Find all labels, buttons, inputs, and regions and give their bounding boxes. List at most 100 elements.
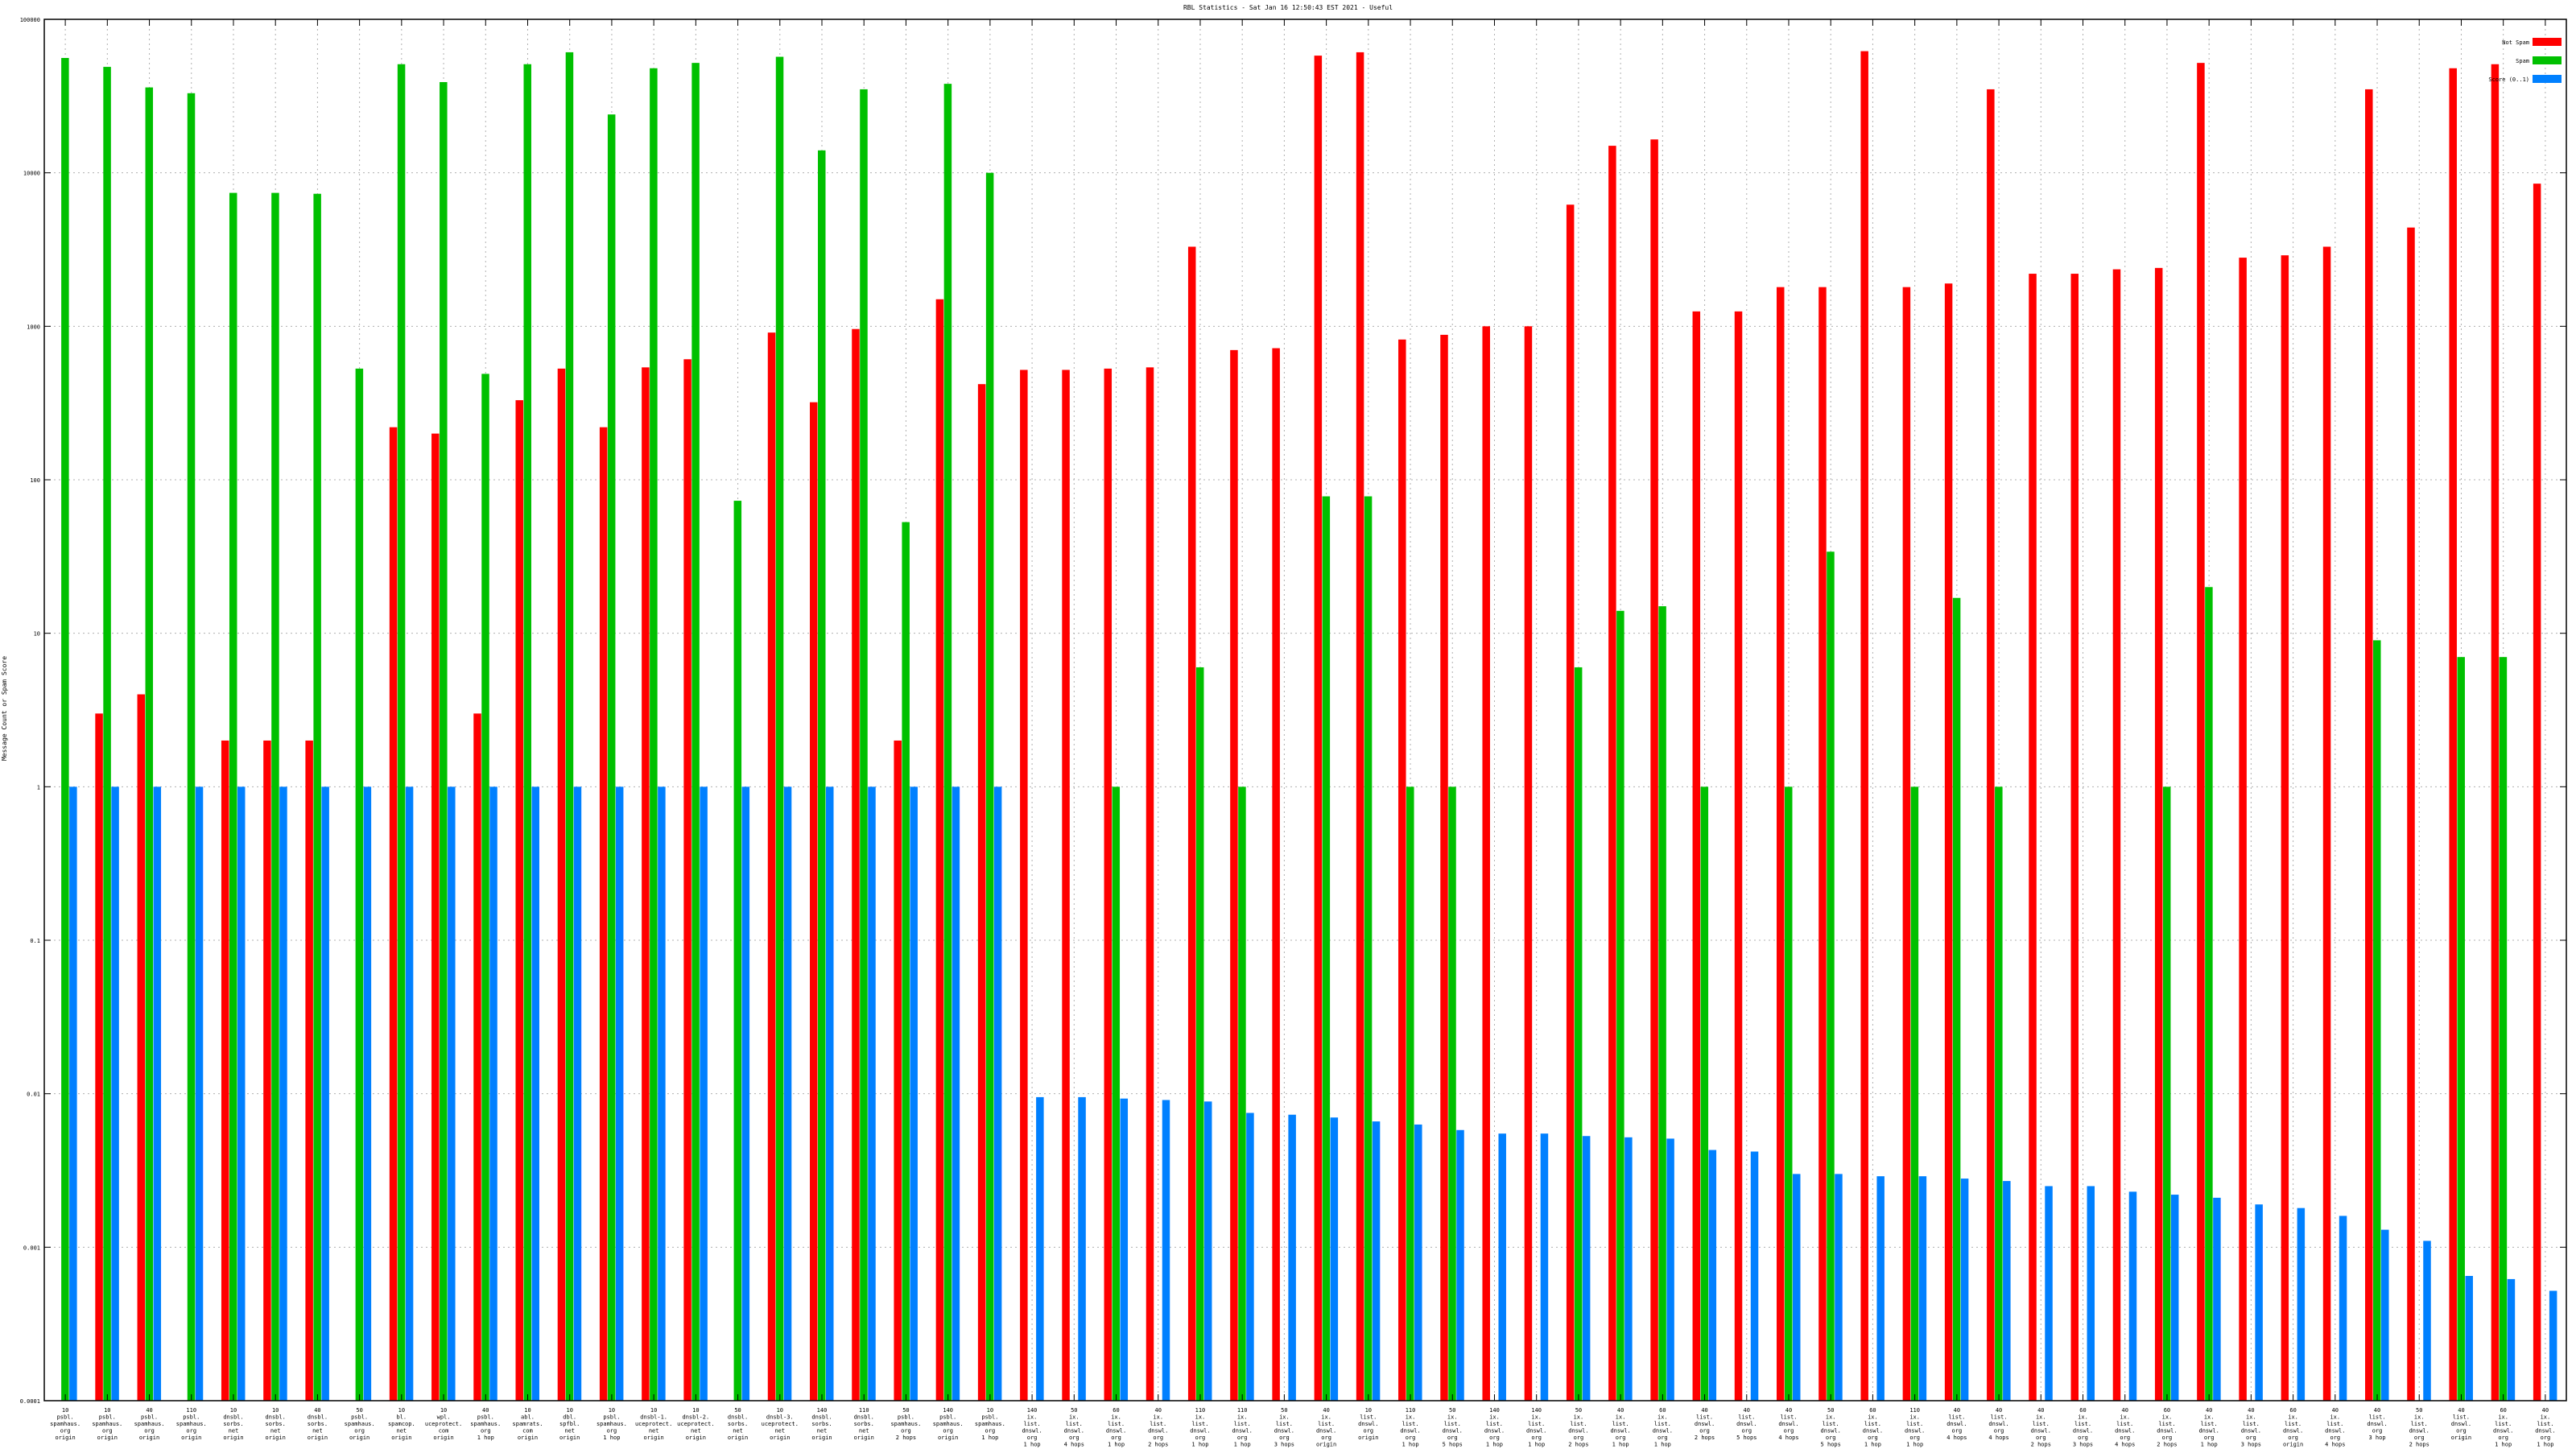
- bar-not-spam: [2449, 68, 2457, 1402]
- bar-score-0-1: [1708, 1150, 1717, 1401]
- bar-score-0-1: [2170, 1195, 2179, 1401]
- bar-spam: [2205, 587, 2213, 1401]
- y-axis-ticks: 100000 10000 1000 100 10 1 0.1 0.01 0.001 0.0001: [20, 17, 2566, 1405]
- bar-not-spam: [1776, 287, 1785, 1401]
- x-tick-label: 50 ix. list. dnswl. org 5 hops: [1443, 1407, 1463, 1448]
- bar-score-0-1: [2339, 1216, 2347, 1401]
- x-tick-label: 40 ix. list. dnswl. org 4 hops: [2115, 1407, 2135, 1448]
- bar-spam: [1406, 786, 1414, 1401]
- bar-score-0-1: [111, 786, 119, 1401]
- bar-score-0-1: [1960, 1179, 1969, 1401]
- bar-not-spam: [1356, 52, 1364, 1402]
- bar-spam: [1827, 551, 1835, 1402]
- x-tick-label: 10 dnsbl. sorbs. net origin: [223, 1407, 243, 1441]
- bar-not-spam: [473, 713, 481, 1401]
- x-tick-label: 40 ix. list. dnswl. org 3 hops: [2241, 1407, 2261, 1448]
- x-tick-label: 50 ix. list. dnswl. org 3 hops: [1274, 1407, 1294, 1448]
- bar-spam: [1616, 610, 1624, 1401]
- x-tick-label: 140 ix. list. dnswl. org 1 hop: [1484, 1407, 1505, 1448]
- bar-score-0-1: [1330, 1117, 1339, 1401]
- x-tick-label: 50 dnsbl. sorbs. net origin: [728, 1407, 748, 1441]
- bar-not-spam: [1146, 367, 1154, 1401]
- bar-score-0-1: [448, 786, 456, 1401]
- bar-spam: [818, 150, 826, 1401]
- bar-not-spam: [1272, 348, 1280, 1401]
- bar-score-0-1: [2045, 1186, 2053, 1401]
- bar-not-spam: [894, 740, 902, 1401]
- x-tick-label: 110 ix. list. dnswl. org 1 hop: [1232, 1407, 1253, 1448]
- bar-spam: [943, 84, 952, 1402]
- y-tick-label: 10: [34, 631, 40, 638]
- bar-not-spam: [2029, 274, 2037, 1402]
- bar-not-spam: [2322, 246, 2331, 1402]
- bar-not-spam: [599, 427, 608, 1401]
- x-tick-label: 60 ix. list. dnswl. org 3 hops: [2073, 1407, 2093, 1448]
- bar-score-0-1: [1918, 1176, 1927, 1401]
- y-tick-label: 10000: [23, 171, 40, 177]
- x-tick-label: 40 ix. list. dnswl. org 1 hop: [2199, 1407, 2219, 1448]
- bar-not-spam: [1650, 139, 1658, 1402]
- bar-not-spam: [1062, 369, 1070, 1401]
- bar-score-0-1: [1078, 1096, 1086, 1401]
- x-tick-label: 40 ix. list. dnswl. org 1 hop: [1610, 1407, 1630, 1448]
- bar-score-0-1: [2465, 1276, 2473, 1401]
- x-tick-label: 140 dnsbl. sorbs. net origin: [811, 1407, 832, 1441]
- bar-score-0-1: [615, 786, 624, 1401]
- x-tick-label: 60 ix. list. dnswl. org origin: [2283, 1407, 2303, 1448]
- bar-not-spam: [977, 384, 986, 1402]
- x-tick-label: 40 ix. list. dnswl. org 2 hops: [2031, 1407, 2051, 1448]
- bar-spam: [355, 368, 364, 1401]
- bar-spam: [103, 67, 111, 1401]
- x-tick-label: 40 psbl. spamhaus. org origin: [134, 1407, 165, 1441]
- bar-not-spam: [1020, 369, 1028, 1401]
- y-tick-label: 1: [37, 784, 40, 791]
- y-axis-label: Message Count or Spam Score: [1, 656, 8, 761]
- bar-score-0-1: [2381, 1229, 2389, 1401]
- x-tick-label: 110 dnsbl. sorbs. net origin: [854, 1407, 874, 1441]
- bar-not-spam: [95, 713, 103, 1401]
- bar-score-0-1: [868, 786, 876, 1401]
- bar-not-spam: [2154, 267, 2163, 1401]
- y-tick-label: 0.001: [23, 1245, 40, 1251]
- x-tick-label: 10 dnsbl-1. uceprotect. net origin: [635, 1407, 672, 1441]
- bar-score-0-1: [826, 786, 834, 1401]
- x-tick-label: 50 psbl. spamhaus. org 2 hops: [890, 1407, 921, 1441]
- bar-not-spam: [305, 740, 313, 1401]
- x-tick-label: 10 dbl. spfbl. net origin: [559, 1407, 580, 1441]
- x-tick-label: 110 ix. list. dnswl. org 1 hop: [1190, 1407, 1210, 1448]
- bar-spam: [860, 89, 868, 1401]
- bar-not-spam: [1987, 89, 1995, 1401]
- bar-spam: [1112, 786, 1121, 1401]
- bar-score-0-1: [69, 786, 77, 1401]
- x-tick-label: 40 ix. list. dnswl. org origin: [1316, 1407, 1336, 1448]
- y-tick-label: 0.0001: [20, 1398, 40, 1405]
- bar-spam: [2162, 786, 2171, 1401]
- plot-frame: [43, 19, 2567, 1402]
- bar-spam: [2457, 657, 2465, 1401]
- bar-score-0-1: [153, 786, 162, 1401]
- bar-score-0-1: [2549, 1290, 2557, 1401]
- bar-not-spam: [1818, 287, 1827, 1401]
- x-tick-label: 50 ix. list. dnswl. org 2 hops: [1568, 1407, 1588, 1448]
- bar-spam: [61, 58, 69, 1401]
- x-tick-label: 110 ix. list. dnswl. org 1 hop: [1400, 1407, 1420, 1448]
- legend-label: Score (0..1): [2488, 76, 2529, 83]
- bar-not-spam: [642, 367, 650, 1401]
- bar-spam: [1364, 496, 1373, 1401]
- bar-not-spam: [2070, 274, 2079, 1402]
- bar-not-spam: [683, 359, 691, 1401]
- bar-spam: [1322, 496, 1331, 1401]
- bar-not-spam: [263, 740, 271, 1401]
- y-tick-label: 0.1: [30, 938, 40, 944]
- bar-score-0-1: [1750, 1151, 1759, 1401]
- bar-not-spam: [2365, 89, 2373, 1401]
- bar-score-0-1: [405, 786, 414, 1401]
- bar-spam: [1574, 667, 1583, 1401]
- x-tick-label: 60 ix. list. dnswl. org 1 hop: [1653, 1407, 1673, 1448]
- x-tick-label: 40 list. dnswl. org 4 hops: [1778, 1407, 1798, 1441]
- legend-label: Spam: [2516, 58, 2529, 64]
- legend: Not Spam Spam Score (0..1): [2488, 38, 2562, 83]
- bar-score-0-1: [195, 786, 204, 1401]
- x-tick-label: 10 psbl. spamhaus. org 1 hop: [975, 1407, 1005, 1441]
- x-tick-label: 50 ix. list. dnswl. org 4 hops: [1064, 1407, 1084, 1448]
